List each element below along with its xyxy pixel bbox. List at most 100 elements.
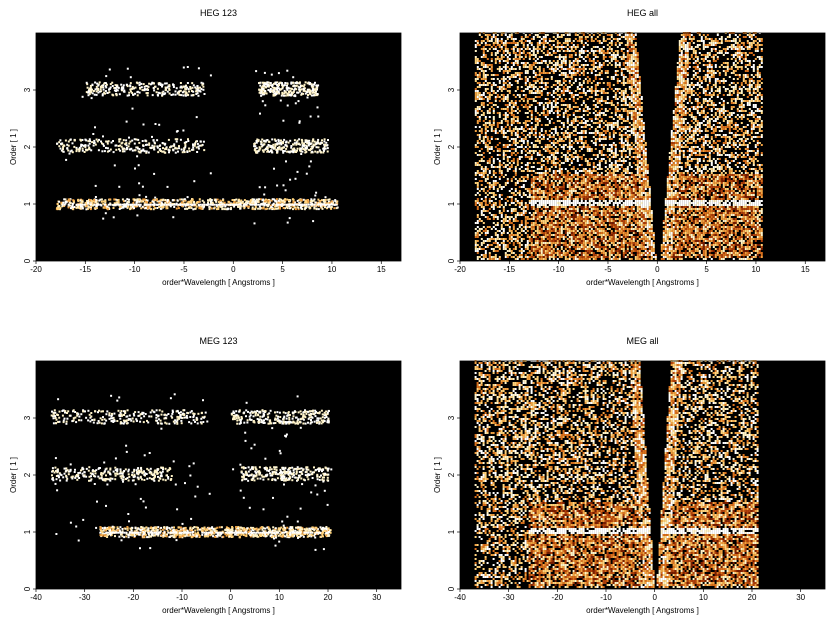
heat-cell xyxy=(717,208,719,210)
heat-cell xyxy=(673,216,675,218)
heat-cell xyxy=(691,230,693,232)
heat-cell xyxy=(543,214,545,216)
heat-cell xyxy=(743,212,745,214)
heat-cell xyxy=(607,234,609,236)
heat-cell xyxy=(511,232,513,234)
heat-cell xyxy=(126,121,128,123)
heat-cell xyxy=(134,204,136,206)
heat-cell xyxy=(623,224,625,226)
heat-cell xyxy=(719,222,721,224)
heat-cell xyxy=(495,256,497,258)
heat-cell xyxy=(104,204,106,206)
heat-cell xyxy=(641,242,643,244)
heat-cell xyxy=(707,240,709,242)
heat-cell xyxy=(278,140,280,142)
heat-cell xyxy=(745,234,747,236)
heat-cell xyxy=(565,222,567,224)
heat-cell xyxy=(755,216,757,218)
heat-cell xyxy=(703,226,705,228)
heat-cell xyxy=(679,218,681,220)
heat-cell xyxy=(619,254,621,256)
heat-cell xyxy=(611,248,613,250)
heat-cell xyxy=(313,84,315,86)
heat-cell xyxy=(755,212,757,214)
heat-cell xyxy=(569,232,571,234)
heat-cell xyxy=(95,185,97,187)
heat-cell xyxy=(651,214,653,216)
heat-cell xyxy=(541,228,543,230)
heat-cell xyxy=(310,160,312,162)
heat-cell xyxy=(285,142,287,144)
heat-cell xyxy=(735,232,737,234)
heat-cell xyxy=(687,230,689,232)
heat-cell xyxy=(573,230,575,232)
heat-cell xyxy=(705,246,707,248)
heat-cell xyxy=(94,204,96,206)
heat-cell xyxy=(615,228,617,230)
heat-cell xyxy=(757,206,759,208)
heat-cell xyxy=(753,210,755,212)
heat-cell xyxy=(303,89,305,91)
heat-cell xyxy=(753,208,755,210)
heat-cell xyxy=(569,212,571,214)
heat-cell xyxy=(701,222,703,224)
heat-cell xyxy=(737,226,739,228)
heat-cell xyxy=(665,222,667,224)
heat-cell xyxy=(743,206,745,208)
heat-cell xyxy=(731,226,733,228)
heat-cell xyxy=(297,171,299,173)
heat-cell xyxy=(667,232,669,234)
heat-cell xyxy=(541,250,543,252)
heat-cell xyxy=(545,224,547,226)
heat-cell xyxy=(647,220,649,222)
heat-cell xyxy=(735,240,737,242)
heat-cell xyxy=(653,252,655,254)
heat-cell xyxy=(178,204,180,206)
heat-cell xyxy=(569,220,571,222)
heat-cell xyxy=(695,212,697,214)
heat-cell xyxy=(633,236,635,238)
heat-cell xyxy=(645,254,647,256)
heat-cell xyxy=(291,151,293,153)
heat-cell xyxy=(617,250,619,252)
heat-cell xyxy=(751,224,753,226)
heat-cell xyxy=(741,238,743,240)
heat-cell xyxy=(685,256,687,258)
heat-cell xyxy=(281,92,283,94)
heat-cell xyxy=(541,230,543,232)
heat-cell xyxy=(177,130,179,132)
heat-cell xyxy=(627,210,629,212)
heat-cell xyxy=(643,232,645,234)
heat-cell xyxy=(735,254,737,256)
heat-cell xyxy=(741,236,743,238)
heat-cell xyxy=(669,244,671,246)
heat-cell xyxy=(547,212,549,214)
heat-cell xyxy=(645,238,647,240)
heat-cell xyxy=(533,246,535,248)
heat-cell xyxy=(673,238,675,240)
heat-cell xyxy=(547,208,549,210)
heat-cell xyxy=(581,224,583,226)
heat-cell xyxy=(677,222,679,224)
heat-cell xyxy=(675,254,677,256)
heat-cell xyxy=(653,232,655,234)
heat-cell xyxy=(497,234,499,236)
heat-cell xyxy=(563,218,565,220)
heat-cell xyxy=(643,220,645,222)
heat-cell xyxy=(527,226,529,228)
heat-cell xyxy=(615,246,617,248)
heat-cell xyxy=(299,90,301,92)
heat-cell xyxy=(284,150,286,152)
heat-cell xyxy=(637,212,639,214)
heat-cell xyxy=(617,246,619,248)
heat-cell xyxy=(98,204,100,206)
heat-cell xyxy=(619,210,621,212)
heat-cell xyxy=(555,252,557,254)
heat-cell xyxy=(629,218,631,220)
heat-cell xyxy=(553,226,555,228)
heat-cell xyxy=(687,222,689,224)
heat-cell xyxy=(761,228,763,230)
heat-cell xyxy=(751,234,753,236)
heat-cell xyxy=(583,258,585,260)
heat-cell xyxy=(82,204,84,206)
